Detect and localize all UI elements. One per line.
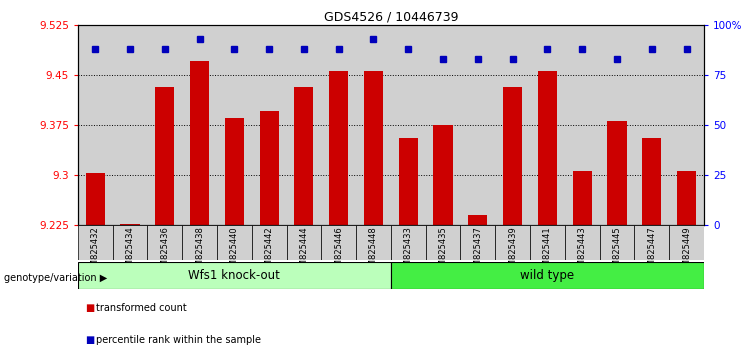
Text: GSM825441: GSM825441 [543,227,552,277]
Bar [86,173,104,225]
Bar [530,25,565,225]
Bar [399,138,418,225]
Text: GSM825443: GSM825443 [578,227,587,277]
Text: GSM825434: GSM825434 [125,227,134,277]
Text: genotype/variation ▶: genotype/variation ▶ [4,273,107,283]
Text: Wfs1 knock-out: Wfs1 knock-out [188,269,280,282]
Bar [78,25,113,225]
Text: GSM825449: GSM825449 [682,227,691,277]
Bar [182,25,217,225]
Bar [225,118,244,225]
Bar [287,225,322,260]
Bar [322,225,356,260]
Text: GSM825436: GSM825436 [160,227,169,278]
Text: GSM825448: GSM825448 [369,227,378,277]
Text: GSM825447: GSM825447 [648,227,657,277]
Bar [391,25,425,225]
Text: GSM825438: GSM825438 [195,227,204,278]
Bar [503,87,522,225]
Bar [425,225,460,260]
Bar [677,171,696,225]
Bar [530,225,565,260]
Text: wild type: wild type [520,269,574,282]
Text: GSM825444: GSM825444 [299,227,308,277]
Bar [217,225,252,260]
Bar [495,25,530,225]
Bar [460,225,495,260]
Bar [642,138,661,225]
Text: GSM825435: GSM825435 [439,227,448,277]
Text: GSM825446: GSM825446 [334,227,343,277]
Bar [78,262,391,289]
Bar [468,215,488,225]
Bar [113,225,147,260]
Bar [287,25,322,225]
Bar [599,25,634,225]
Bar [495,225,530,260]
Bar [573,171,592,225]
Bar [565,25,599,225]
Bar [217,25,252,225]
Bar [252,225,287,260]
Text: GSM825440: GSM825440 [230,227,239,277]
Bar [608,121,627,225]
Bar [121,224,139,225]
Bar [391,262,704,289]
Title: GDS4526 / 10446739: GDS4526 / 10446739 [324,11,458,24]
Bar [634,225,669,260]
Bar [460,25,495,225]
Bar [182,225,217,260]
Bar [599,225,634,260]
Bar [322,25,356,225]
Bar [364,72,383,225]
Bar [433,125,453,225]
Bar [538,72,557,225]
Bar [252,25,287,225]
Bar [147,225,182,260]
Bar [329,72,348,225]
Bar [634,25,669,225]
Text: percentile rank within the sample: percentile rank within the sample [96,335,262,345]
Bar [391,225,425,260]
Text: ■: ■ [85,335,94,345]
Bar [356,225,391,260]
Bar [669,225,704,260]
Bar [190,62,209,225]
Text: ■: ■ [85,303,94,313]
Text: GSM825442: GSM825442 [265,227,273,277]
Bar [113,25,147,225]
Bar [259,112,279,225]
Bar [294,87,313,225]
Text: transformed count: transformed count [96,303,187,313]
Bar [565,225,599,260]
Bar [155,87,174,225]
Text: GSM825437: GSM825437 [473,227,482,278]
Bar [669,25,704,225]
Text: GSM825445: GSM825445 [613,227,622,277]
Text: GSM825439: GSM825439 [508,227,517,277]
Bar [78,225,113,260]
Text: GSM825433: GSM825433 [404,227,413,278]
Bar [425,25,460,225]
Bar [356,25,391,225]
Bar [147,25,182,225]
Text: GSM825432: GSM825432 [90,227,100,277]
